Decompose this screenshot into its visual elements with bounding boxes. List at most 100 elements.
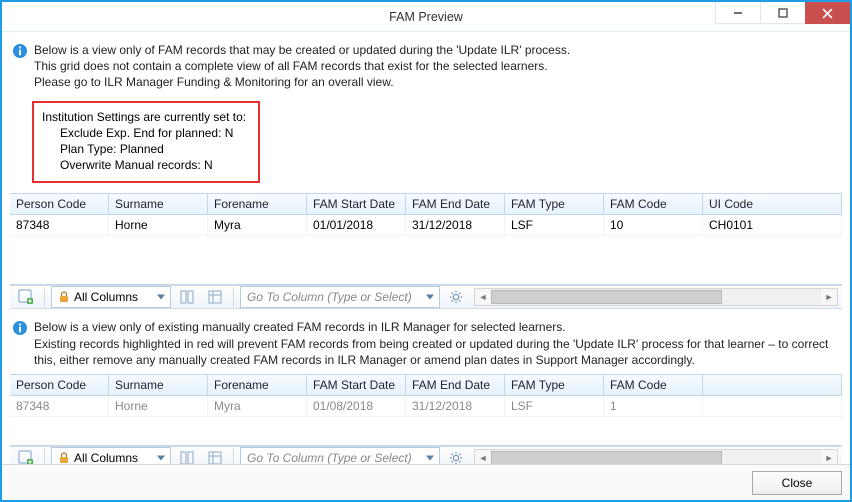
settings-line1: Exclude Exp. End for planned: N — [42, 125, 248, 141]
grid2-col-fam-type[interactable]: FAM Type — [505, 375, 604, 395]
settings-line2: Plan Type: Planned — [42, 141, 248, 157]
grid1-header-row: Person Code Surname Forename FAM Start D… — [10, 194, 842, 215]
gear-icon[interactable] — [444, 286, 468, 308]
info1-line2: This grid does not contain a complete vi… — [34, 59, 548, 73]
grid2-col-fam-code[interactable]: FAM Code — [604, 375, 703, 395]
all-columns-label: All Columns — [74, 451, 138, 464]
cell: 31/12/2018 — [406, 396, 505, 417]
close-button[interactable]: Close — [752, 471, 842, 495]
scroll-left-icon[interactable]: ◄ — [475, 450, 491, 464]
info-icon — [12, 43, 28, 59]
grid1-col-fam-start[interactable]: FAM Start Date — [307, 194, 406, 214]
info1-line3: Please go to ILR Manager Funding & Monit… — [34, 75, 394, 89]
window: FAM Preview Below is a view only of FAM … — [0, 0, 852, 502]
cell: 1 — [604, 396, 703, 417]
info-text-2: Below is a view only of existing manuall… — [34, 319, 840, 368]
all-columns-dropdown[interactable]: All Columns — [51, 286, 171, 308]
grid2-toolbar: All Columns Go To Column (Type or Select… — [10, 446, 842, 464]
grid2-col-fam-end[interactable]: FAM End Date — [406, 375, 505, 395]
grid2-col-blank[interactable] — [703, 375, 842, 395]
grid1-col-forename[interactable]: Forename — [208, 194, 307, 214]
grid2-col-surname[interactable]: Surname — [109, 375, 208, 395]
columns-tool-2-icon[interactable] — [203, 286, 227, 308]
goto-placeholder: Go To Column (Type or Select) — [247, 290, 412, 304]
table-row[interactable]: 87348 Horne Myra 01/01/2018 31/12/2018 L… — [10, 215, 842, 236]
all-columns-label: All Columns — [74, 290, 138, 304]
columns-tool-2-icon[interactable] — [203, 447, 227, 464]
scroll-thumb[interactable] — [491, 451, 722, 464]
grid2-horizontal-scrollbar[interactable]: ◄ ► — [474, 449, 838, 464]
grid1-col-ui-code[interactable]: UI Code — [703, 194, 842, 214]
columns-tool-1-icon[interactable] — [175, 447, 199, 464]
toolbar-separator — [233, 287, 234, 307]
info2-line2: Existing records highlighted in red will… — [34, 337, 828, 367]
grid1-spacer — [10, 236, 842, 284]
titlebar: FAM Preview — [2, 2, 850, 32]
grid2-col-fam-start[interactable]: FAM Start Date — [307, 375, 406, 395]
info2-line1: Below is a view only of existing manuall… — [34, 320, 566, 334]
scroll-right-icon[interactable]: ► — [821, 289, 837, 305]
grid2-header-row: Person Code Surname Forename FAM Start D… — [10, 375, 842, 396]
grid2-spacer — [10, 417, 842, 445]
cell: Myra — [208, 215, 307, 236]
add-record-icon[interactable] — [14, 286, 38, 308]
grid1-body: 87348 Horne Myra 01/01/2018 31/12/2018 L… — [10, 215, 842, 284]
close-window-button[interactable] — [805, 2, 850, 24]
grid1-col-person-code[interactable]: Person Code — [10, 194, 109, 214]
grid1-toolbar: All Columns Go To Column (Type or Select… — [10, 285, 842, 309]
minimize-button[interactable] — [715, 2, 760, 24]
grid1-col-fam-type[interactable]: FAM Type — [505, 194, 604, 214]
cell: Myra — [208, 396, 307, 417]
scroll-thumb[interactable] — [491, 290, 722, 304]
info-block-1: Below is a view only of FAM records that… — [12, 42, 840, 91]
all-columns-dropdown[interactable]: All Columns — [51, 447, 171, 464]
scroll-left-icon[interactable]: ◄ — [475, 289, 491, 305]
maximize-button[interactable] — [760, 2, 805, 24]
table-row[interactable]: 87348 Horne Myra 01/08/2018 31/12/2018 L… — [10, 396, 842, 417]
grid1-col-fam-end[interactable]: FAM End Date — [406, 194, 505, 214]
content-area: Below is a view only of FAM records that… — [2, 32, 850, 464]
cell: LSF — [505, 215, 604, 236]
grid2-col-person-code[interactable]: Person Code — [10, 375, 109, 395]
institution-settings-box: Institution Settings are currently set t… — [32, 101, 260, 184]
cell: CH0101 — [703, 215, 842, 236]
cell: LSF — [505, 396, 604, 417]
add-record-icon[interactable] — [14, 447, 38, 464]
settings-heading: Institution Settings are currently set t… — [42, 109, 248, 125]
cell: 01/01/2018 — [307, 215, 406, 236]
goto-column-dropdown[interactable]: Go To Column (Type or Select) — [240, 286, 440, 308]
toolbar-separator — [44, 448, 45, 464]
cell: 10 — [604, 215, 703, 236]
info-block-2: Below is a view only of existing manuall… — [12, 319, 840, 368]
settings-line3: Overwrite Manual records: N — [42, 157, 248, 173]
window-controls — [715, 2, 850, 24]
info-icon — [12, 320, 28, 336]
cell: Horne — [109, 396, 208, 417]
goto-placeholder: Go To Column (Type or Select) — [247, 451, 412, 464]
existing-fam-grid: Person Code Surname Forename FAM Start D… — [10, 374, 842, 446]
scroll-right-icon[interactable]: ► — [821, 450, 837, 464]
grid1-col-surname[interactable]: Surname — [109, 194, 208, 214]
gear-icon[interactable] — [444, 447, 468, 464]
cell — [703, 396, 842, 417]
scroll-track[interactable] — [491, 289, 821, 305]
footer: Close — [2, 464, 850, 500]
cell: 87348 — [10, 396, 109, 417]
close-button-label: Close — [782, 476, 813, 490]
grid2-col-forename[interactable]: Forename — [208, 375, 307, 395]
columns-tool-1-icon[interactable] — [175, 286, 199, 308]
lock-icon — [58, 452, 70, 464]
lock-icon — [58, 291, 70, 303]
grid1-horizontal-scrollbar[interactable]: ◄ ► — [474, 288, 838, 306]
info-text-1: Below is a view only of FAM records that… — [34, 42, 570, 91]
info1-line1: Below is a view only of FAM records that… — [34, 43, 570, 57]
cell: 87348 — [10, 215, 109, 236]
goto-column-dropdown[interactable]: Go To Column (Type or Select) — [240, 447, 440, 464]
grid2-body: 87348 Horne Myra 01/08/2018 31/12/2018 L… — [10, 396, 842, 445]
toolbar-separator — [233, 448, 234, 464]
toolbar-separator — [44, 287, 45, 307]
cell: 31/12/2018 — [406, 215, 505, 236]
cell: 01/08/2018 — [307, 396, 406, 417]
grid1-col-fam-code[interactable]: FAM Code — [604, 194, 703, 214]
scroll-track[interactable] — [491, 450, 821, 464]
